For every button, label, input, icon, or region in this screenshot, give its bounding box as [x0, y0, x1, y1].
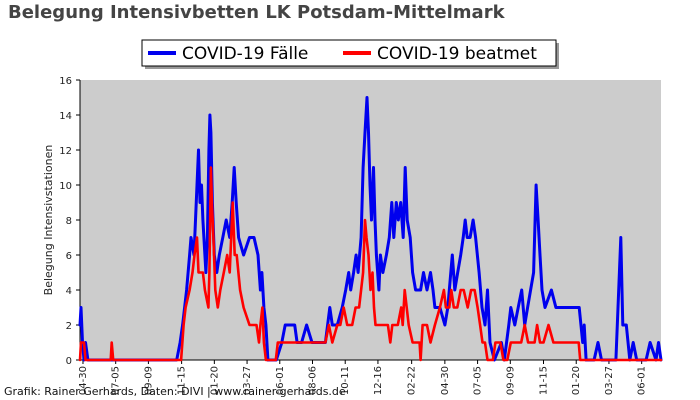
x-tick-label: 06-01	[637, 366, 648, 395]
y-tick-label: 2	[66, 321, 72, 332]
chart-title: Belegung Intensivbetten LK Potsdam-Mitte…	[8, 2, 505, 23]
x-tick-label: 03-27	[604, 366, 615, 395]
y-tick-label: 6	[66, 251, 72, 262]
y-axis-label: Belegung Intensivstationen	[42, 145, 55, 296]
y-tick-label: 14	[59, 111, 72, 122]
x-tick-label: 07-05	[111, 366, 122, 395]
x-tick-label: 08-06	[307, 366, 318, 395]
y-tick-label: 0	[66, 356, 72, 367]
x-tick-label: 03-27	[242, 366, 253, 395]
x-tick-label: 07-05	[473, 366, 484, 395]
x-tick-label: 06-01	[275, 366, 286, 395]
y-tick-label: 16	[59, 76, 72, 87]
series-line-faelle	[78, 96, 663, 362]
series-layer	[78, 96, 663, 362]
y-tick-label: 8	[66, 216, 72, 227]
x-tick-label: 01-20	[209, 366, 220, 395]
series-line-beatmet	[78, 166, 663, 362]
x-tick-label: 11-15	[539, 366, 550, 395]
x-tick-label: 09-09	[143, 366, 154, 395]
x-tick-label: 02-22	[407, 366, 418, 395]
y-tick-label: 12	[59, 146, 72, 157]
x-axis: 04-30 07-05 09-09 11-15 01-20 03-27 06-01 08-06…	[78, 359, 661, 395]
legend-label-beatmet: COVID-19 beatmet	[377, 44, 537, 64]
y-axis: 0 2 4 6 8 10 12 14 16	[59, 76, 81, 367]
x-tick-label: 11-15	[177, 366, 188, 395]
y-tick-label: 10	[59, 181, 72, 192]
x-tick-label: 04-30	[440, 366, 451, 395]
x-tick-label: 04-30	[78, 366, 89, 395]
y-tick-label: 4	[66, 286, 72, 297]
x-tick-label: 01-20	[571, 366, 582, 395]
legend-label-faelle: COVID-19 Fälle	[182, 44, 308, 64]
legend: COVID-19 Fälle COVID-19 beatmet	[141, 39, 559, 69]
x-tick-label: 10-11	[340, 366, 351, 395]
x-tick-label: 12-16	[373, 366, 384, 395]
credit-footer: Grafik: Rainer Gerhards, Daten: DIVI | w…	[4, 385, 346, 398]
x-tick-label: 09-09	[505, 366, 516, 395]
